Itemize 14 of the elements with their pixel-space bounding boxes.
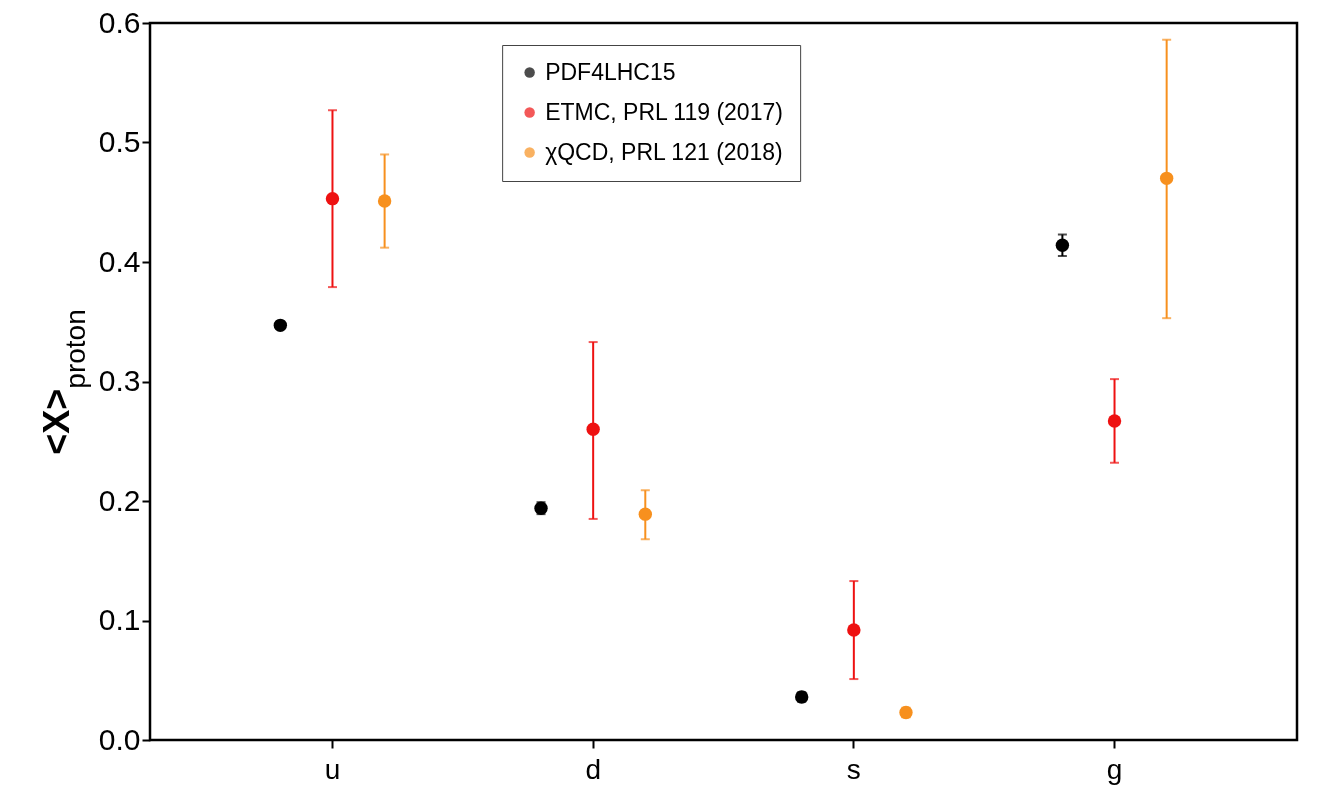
x-tick-label: s bbox=[846, 753, 861, 785]
x-tick-label: d bbox=[585, 753, 601, 785]
y-tick-label: 0.1 bbox=[98, 603, 141, 636]
legend-label: ETMC, PRL 119 (2017) bbox=[545, 98, 783, 125]
x-tick-label: g bbox=[1106, 753, 1123, 785]
y-tick-label: 0.5 bbox=[98, 125, 141, 158]
y-tick-label: 0.4 bbox=[98, 244, 141, 278]
y-tick-label: 0.2 bbox=[98, 483, 141, 517]
x-tick-label: u bbox=[324, 753, 341, 785]
legend-label: PDF4LHC15 bbox=[545, 58, 676, 85]
legend-label: χQCD, PRL 121 (2018) bbox=[545, 138, 783, 165]
y-tick-label: 0.3 bbox=[98, 364, 141, 397]
y-tick-label: 0.6 bbox=[98, 5, 141, 39]
y-tick-label: 0.0 bbox=[98, 722, 141, 756]
